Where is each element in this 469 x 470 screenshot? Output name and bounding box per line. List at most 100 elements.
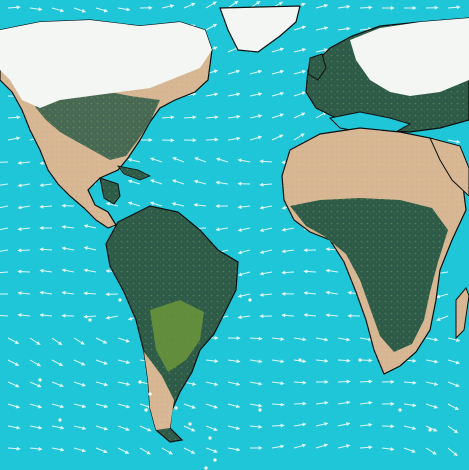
wind-arrow-icon [315,443,329,449]
wind-arrow-icon [61,290,75,295]
wind-arrow-icon [73,381,87,387]
wind-arrow-icon [315,111,328,119]
wind-arrow-icon [303,313,317,318]
wind-arrow-icon [0,315,9,317]
wind-arrow-icon [29,359,41,367]
wind-arrow-icon [161,115,175,120]
wind-arrow-icon [293,69,307,75]
island-dot [258,408,262,412]
wind-arrow-icon [29,403,43,409]
wind-arrow-icon [227,136,241,141]
wind-arrow-icon [271,359,285,364]
wind-arrow-icon [39,247,53,252]
wind-arrow-icon [293,380,307,385]
wind-arrow-icon [205,92,219,97]
island-dot [204,466,208,470]
wind-arrow-icon [95,359,108,365]
wind-arrow-icon [117,425,130,431]
wind-arrow-icon [315,422,329,427]
wind-arrow-icon [95,381,109,387]
wind-arrow-icon [95,403,109,409]
wind-arrow-icon [271,337,285,341]
wind-arrow-icon [39,268,53,273]
wind-arrow-icon [337,400,351,405]
wind-arrow-icon [215,227,229,232]
caribbean-islands [117,165,151,181]
wind-arrow-icon [0,183,9,186]
wind-arrow-icon [303,269,317,274]
island-dot [248,298,252,302]
wind-arrow-icon [7,425,21,430]
wind-arrow-icon [39,183,53,188]
wind-arrow-icon [227,425,241,431]
north-america-forest [30,88,160,160]
wind-arrow-icon [337,4,351,9]
wind-arrow-icon [249,336,263,341]
wind-arrow-icon [237,158,251,163]
wind-arrow-icon [315,48,329,53]
wind-arrow-icon [0,249,9,252]
wind-arrow-icon [171,202,185,207]
wind-arrow-icon [325,313,339,318]
island-dot [138,380,142,384]
wind-arrow-icon [381,447,395,452]
wind-arrow-icon [17,205,31,210]
wind-arrow-icon [315,337,329,342]
wind-arrow-icon [183,115,197,120]
wind-arrow-icon [425,425,438,432]
wind-arrow-icon [172,157,185,163]
wind-arrow-icon [227,92,241,97]
wind-arrow-icon [281,227,295,232]
wind-arrow-icon [7,115,21,120]
wind-arrow-icon [205,447,218,453]
wind-arrow-icon [193,203,207,207]
island-dot [358,358,362,362]
wind-arrow-icon [205,137,219,142]
wind-arrow-icon [271,402,285,407]
wind-arrow-icon [281,313,295,318]
wind-arrow-icon [271,381,285,386]
wind-arrow-icon [293,25,307,31]
wind-arrow-icon [447,337,461,342]
wind-arrow-icon [315,358,329,363]
wind-arrow-icon [237,271,251,277]
island-dot [213,458,217,462]
island-dot [38,378,42,382]
wind-arrow-icon [95,425,109,431]
wind-arrow-icon [205,425,218,431]
wind-arrow-icon [205,115,219,120]
wind-arrow-icon [447,359,461,365]
mediterranean [328,111,412,135]
wind-arrow-icon [117,447,130,454]
wind-arrow-icon [359,27,373,32]
wind-arrow-icon [183,2,196,9]
wind-arrow-icon [39,204,53,209]
wind-arrow-icon [359,358,373,363]
wind-arrow-icon [447,447,458,457]
island-dot [188,422,192,426]
wind-arrow-icon [359,379,373,384]
wind-arrow-icon [51,7,65,13]
wind-arrow-icon [127,179,141,185]
wind-arrow-icon [215,157,229,163]
wind-arrow-icon [447,403,460,411]
wind-arrow-icon [281,249,295,254]
wind-arrow-icon [73,447,87,453]
wind-arrow-icon [227,359,241,364]
wind-arrow-icon [117,359,131,365]
wind-arrow-icon [7,5,21,10]
wind-arrow-icon [205,1,217,9]
wind-arrow-icon [127,201,141,207]
wind-arrow-icon [117,403,131,409]
wind-arrow-icon [237,205,251,209]
africa [281,127,469,375]
wind-arrow-icon [73,425,87,430]
wind-arrow-icon [39,290,53,295]
wind-arrow-icon [227,114,241,119]
wind-arrow-icon [139,425,152,432]
wind-arrow-icon [29,7,43,12]
wind-arrow-icon [259,227,273,232]
wind-arrow-icon [281,270,295,275]
island-dot [148,392,152,396]
